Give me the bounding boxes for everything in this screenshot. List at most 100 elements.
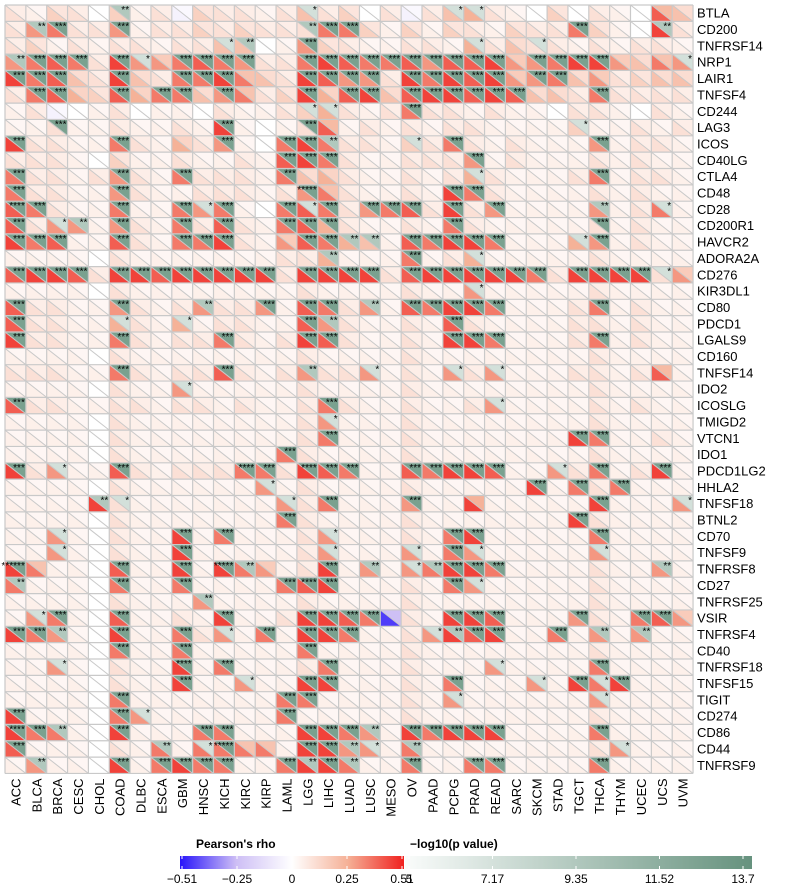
cell-diagonal xyxy=(546,184,569,202)
heatmap-cell xyxy=(67,151,89,169)
heatmap-cell xyxy=(421,184,444,202)
cell-diagonal xyxy=(379,576,402,594)
cell-diagonal xyxy=(588,200,610,218)
cell-diagonal xyxy=(546,560,569,578)
heatmap-cell xyxy=(254,20,277,39)
cell-diagonal xyxy=(671,298,694,317)
cell-diagonal xyxy=(275,560,298,578)
cell-diagonal xyxy=(525,20,548,39)
significance-stars: ** xyxy=(330,250,338,261)
cell-diagonal xyxy=(317,298,339,317)
cell-diagonal xyxy=(192,315,214,333)
heatmap-cell: *** xyxy=(4,233,27,251)
heatmap-cell: *** xyxy=(108,266,131,284)
cell-diagonal xyxy=(442,576,465,594)
heatmap-cell xyxy=(567,298,590,317)
cell-diagonal xyxy=(108,217,131,235)
cell-diagonal xyxy=(296,37,319,55)
heatmap-cell: *** xyxy=(463,53,485,71)
heatmap-cell: * xyxy=(651,266,673,284)
heatmap-cell xyxy=(275,4,298,22)
heatmap-cell xyxy=(296,478,319,496)
heatmap-cell: *** xyxy=(4,184,27,202)
cell-diagonal xyxy=(108,446,131,464)
heatmap-cell xyxy=(379,233,402,251)
cell-diagonal xyxy=(25,151,48,169)
significance-stars: * xyxy=(542,38,546,49)
cell-diagonal xyxy=(484,53,506,71)
heatmap-cell xyxy=(671,478,694,496)
heatmap-cell xyxy=(192,511,214,529)
heatmap-cell xyxy=(317,184,339,202)
cell-diagonal xyxy=(67,37,89,55)
significance-stars: *** xyxy=(409,250,421,261)
cell-diagonal xyxy=(484,347,506,366)
heatmap-cell xyxy=(25,37,48,55)
cell-diagonal xyxy=(359,478,381,496)
heatmap-cell xyxy=(588,511,610,529)
cell-diagonal xyxy=(505,446,527,464)
heatmap-cell xyxy=(129,86,152,104)
cell-diagonal xyxy=(192,397,214,415)
cell-diagonal xyxy=(296,151,319,169)
cell-diagonal xyxy=(4,478,27,496)
heatmap-cell xyxy=(338,429,360,447)
cell-diagonal xyxy=(46,200,68,218)
significance-stars: *** xyxy=(472,463,484,474)
cell-diagonal xyxy=(484,544,506,562)
heatmap-cell xyxy=(108,119,131,137)
cell-diagonal xyxy=(359,53,381,71)
cell-diagonal xyxy=(609,527,631,545)
heatmap-cell: *** xyxy=(400,70,423,88)
cell-diagonal xyxy=(108,429,131,447)
cell-diagonal xyxy=(88,298,110,317)
cell-diagonal xyxy=(150,4,173,22)
heatmap-cell: *** xyxy=(588,495,610,513)
heatmap-cell xyxy=(609,102,631,120)
cell-diagonal xyxy=(505,364,527,382)
cell-diagonal xyxy=(108,266,131,284)
heatmap-cell xyxy=(129,413,152,431)
heatmap-cell: *** xyxy=(421,298,444,317)
heatmap-cell: *** xyxy=(254,462,277,480)
cell-diagonal xyxy=(442,249,465,267)
heatmap-cell: ** xyxy=(359,298,381,317)
heatmap-cell xyxy=(108,446,131,464)
significance-stars: * xyxy=(563,463,567,474)
heatmap-cell xyxy=(150,527,173,545)
cell-diagonal xyxy=(150,576,173,594)
heatmap-cell xyxy=(567,544,590,562)
heatmap-cell xyxy=(25,462,48,480)
cell-diagonal xyxy=(338,37,360,55)
cell-diagonal xyxy=(609,20,631,39)
heatmap-cell xyxy=(338,446,360,464)
heatmap-cell xyxy=(275,397,298,415)
cell-diagonal xyxy=(275,135,298,153)
heatmap-cell: *** xyxy=(400,462,423,480)
significance-stars: *** xyxy=(597,463,609,474)
heatmap-cell xyxy=(25,135,48,153)
cell-diagonal xyxy=(609,53,631,71)
significance-stars: * xyxy=(667,201,671,212)
cell-diagonal xyxy=(651,298,673,317)
significance-stars: ** xyxy=(309,21,317,32)
cell-diagonal xyxy=(192,102,214,120)
cell-diagonal xyxy=(108,282,131,300)
cell-diagonal xyxy=(254,86,277,104)
heatmap-cell xyxy=(234,86,256,104)
heatmap-cell xyxy=(234,315,256,333)
cell-diagonal xyxy=(213,544,235,562)
heatmap-cell xyxy=(379,560,402,578)
heatmap-cell xyxy=(254,429,277,447)
cell-diagonal xyxy=(192,151,214,169)
heatmap-cell xyxy=(67,347,89,366)
heatmap-cell xyxy=(505,119,527,137)
significance-stars: * xyxy=(459,365,463,376)
significance-stars: *** xyxy=(326,430,338,441)
cell-diagonal xyxy=(630,347,652,366)
heatmap-cell xyxy=(379,446,402,464)
cell-diagonal xyxy=(525,560,548,578)
significance-stars: *** xyxy=(326,496,338,507)
cell-diagonal xyxy=(67,151,89,169)
heatmap-cell xyxy=(150,429,173,447)
